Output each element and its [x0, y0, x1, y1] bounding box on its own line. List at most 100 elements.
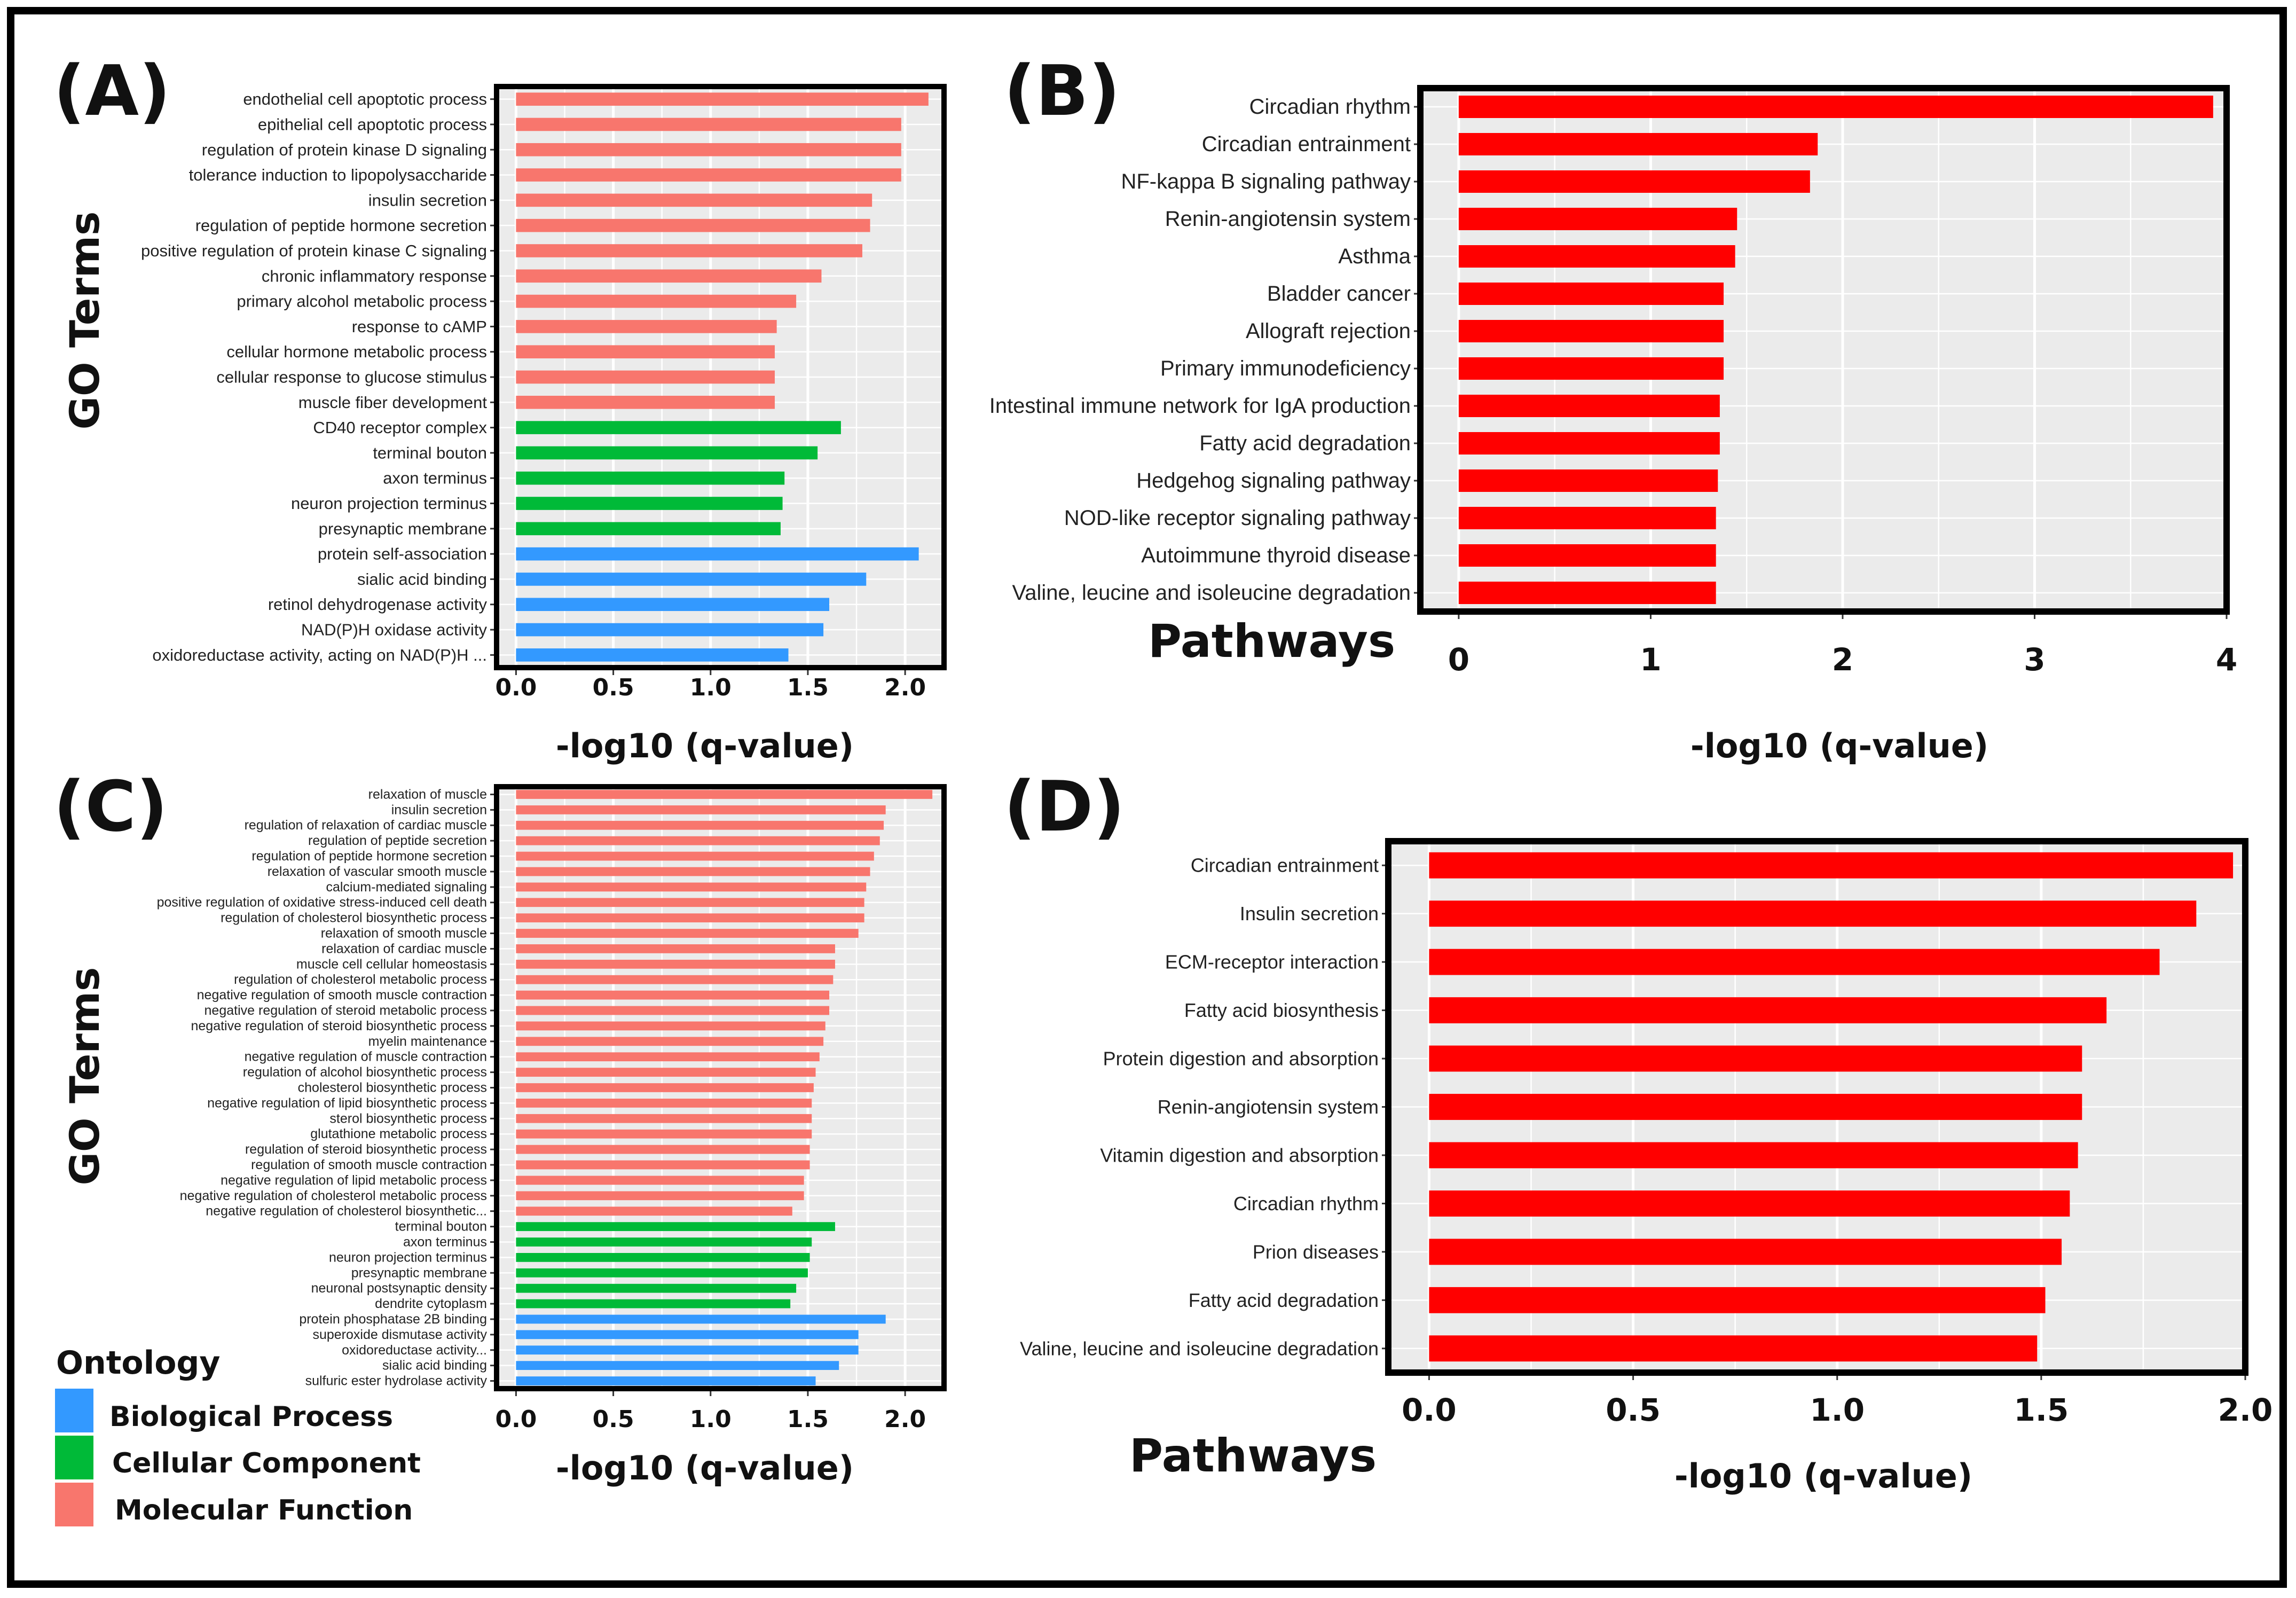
x-tick-label-d-4: 2.0 [2218, 1392, 2273, 1428]
bar-d-10 [1429, 1335, 2038, 1362]
category-label-d-6: Vitamin digestion and absorption [1100, 1144, 1379, 1166]
go-terms-chart-a: endothelial cell apoptotic process epithe… [141, 84, 947, 701]
bar-c-19 [516, 1083, 814, 1092]
bar-c-2 [516, 820, 884, 830]
bar-b-11 [1458, 507, 1716, 529]
category-label-b-9: Fatty acid degradation [1199, 432, 1411, 455]
x-tick-label-a-0: 0.0 [495, 674, 537, 701]
category-label-d-2: ECM-receptor interaction [1165, 951, 1379, 973]
category-label-c-28: terminal bouton [395, 1219, 487, 1234]
category-label-c-7: positive regulation of oxidative stress-… [157, 895, 487, 910]
bar-c-14 [516, 1006, 830, 1015]
bar-a-20 [516, 598, 830, 612]
bar-d-5 [1429, 1094, 2082, 1120]
bar-b-8 [1458, 395, 1720, 417]
category-label-c-6: calcium-mediated signaling [326, 880, 487, 895]
bar-d-0 [1429, 852, 2234, 879]
x-tick-label-b-0: 0 [1448, 641, 1469, 678]
bar-c-4 [516, 851, 874, 861]
category-label-c-1: insulin secretion [391, 802, 487, 817]
category-label-b-10: Hedgehog signaling pathway [1136, 469, 1411, 492]
category-label-b-2: NF-kappa B signaling pathway [1121, 170, 1411, 193]
bar-c-35 [516, 1330, 859, 1340]
category-label-b-5: Bladder cancer [1267, 282, 1411, 306]
category-label-d-5: Renin-angiotensin system [1158, 1096, 1379, 1118]
bar-a-16 [516, 497, 783, 510]
x-tick-label-d-1: 0.5 [1606, 1392, 1661, 1428]
category-label-c-34: protein phosphatase 2B binding [299, 1312, 487, 1327]
category-label-c-4: regulation of peptide hormone secretion [251, 849, 487, 864]
category-label-d-10: Valine, leucine and isoleucine degradati… [1020, 1337, 1379, 1359]
chart-c-xlabel: -log10 (q-value) [556, 1448, 854, 1487]
bar-c-9 [516, 929, 859, 938]
category-label-c-11: muscle cell cellular homeostasis [296, 957, 487, 972]
category-label-a-5: regulation of peptide hormone secretion [195, 216, 487, 235]
category-label-c-33: dendrite cytoplasm [375, 1296, 487, 1311]
bar-c-18 [516, 1068, 816, 1077]
category-label-b-11: NOD-like receptor signaling pathway [1064, 506, 1411, 530]
x-tick-label-a-4: 2.0 [884, 674, 926, 701]
category-label-a-10: cellular hormone metabolic process [226, 342, 487, 361]
bar-b-13 [1458, 582, 1716, 604]
category-label-a-20: retinol dehydrogenase activity [268, 595, 487, 614]
category-label-c-38: sulfuric ester hydrolase activity [305, 1374, 487, 1389]
bar-a-4 [516, 193, 872, 207]
bar-b-6 [1458, 320, 1724, 342]
bar-d-2 [1429, 949, 2160, 975]
category-label-c-31: presynaptic membrane [351, 1265, 487, 1280]
category-label-c-30: neuron projection terminus [329, 1250, 487, 1265]
category-label-c-10: relaxation of cardiac muscle [321, 941, 487, 956]
legend-swatch-biological-process [55, 1389, 93, 1432]
category-label-c-29: axon terminus [403, 1234, 487, 1249]
bar-c-32 [516, 1283, 797, 1293]
category-label-c-12: regulation of cholesterol metabolic proc… [234, 972, 487, 987]
category-label-d-7: Circadian rhythm [1233, 1193, 1379, 1215]
bar-c-8 [516, 913, 864, 923]
category-label-b-6: Allograft rejection [1246, 319, 1411, 343]
bar-a-11 [516, 370, 775, 384]
bar-d-9 [1429, 1287, 2046, 1313]
bar-a-15 [516, 471, 785, 485]
bar-b-3 [1458, 208, 1737, 230]
bar-a-7 [516, 269, 822, 283]
legend-swatch-cellular-component [55, 1436, 93, 1479]
bar-c-17 [516, 1052, 820, 1062]
bar-c-13 [516, 990, 830, 1000]
x-tick-label-b-3: 3 [2024, 641, 2045, 678]
category-label-d-3: Fatty acid biosynthesis [1184, 999, 1379, 1021]
category-label-c-37: sialic acid binding [382, 1358, 487, 1373]
category-label-a-1: epithelial cell apoptotic process [258, 115, 487, 134]
bar-c-16 [516, 1037, 824, 1046]
legend-label-biological-process: Biological Process [109, 1401, 393, 1433]
bar-b-7 [1458, 357, 1724, 380]
x-tick-label-c-1: 0.5 [593, 1406, 634, 1433]
bar-b-9 [1458, 432, 1720, 455]
category-label-c-24: regulation of smooth muscle contraction [251, 1157, 487, 1172]
plot-background [1420, 88, 2227, 612]
x-tick-label-a-2: 1.0 [690, 674, 732, 701]
bar-a-10 [516, 345, 775, 358]
bar-d-1 [1429, 900, 2197, 927]
category-label-d-4: Protein digestion and absorption [1103, 1048, 1379, 1070]
x-tick-label-a-3: 1.5 [787, 674, 829, 701]
bar-c-27 [516, 1207, 792, 1216]
plot-frame [1385, 838, 2248, 1376]
bar-c-23 [516, 1145, 810, 1154]
category-label-c-32: neuronal postsynaptic density [311, 1281, 487, 1296]
bar-c-28 [516, 1222, 835, 1231]
bar-c-36 [516, 1345, 859, 1355]
x-tick-label-a-1: 0.5 [593, 674, 634, 701]
x-tick-label-b-4: 4 [2216, 641, 2237, 678]
x-tick-label-d-0: 0.0 [1402, 1392, 1457, 1428]
bar-d-4 [1429, 1045, 2082, 1072]
bar-d-7 [1429, 1190, 2070, 1217]
bar-c-22 [516, 1129, 812, 1139]
plot-frame [494, 84, 947, 670]
category-label-b-13: Valine, leucine and isoleucine degradati… [1012, 581, 1411, 605]
category-label-c-21: sterol biosynthetic process [329, 1111, 487, 1126]
bar-c-37 [516, 1361, 839, 1370]
x-tick-label-d-3: 1.5 [2014, 1392, 2069, 1428]
bar-c-11 [516, 959, 835, 969]
bar-c-20 [516, 1099, 812, 1108]
bar-a-13 [516, 421, 841, 434]
